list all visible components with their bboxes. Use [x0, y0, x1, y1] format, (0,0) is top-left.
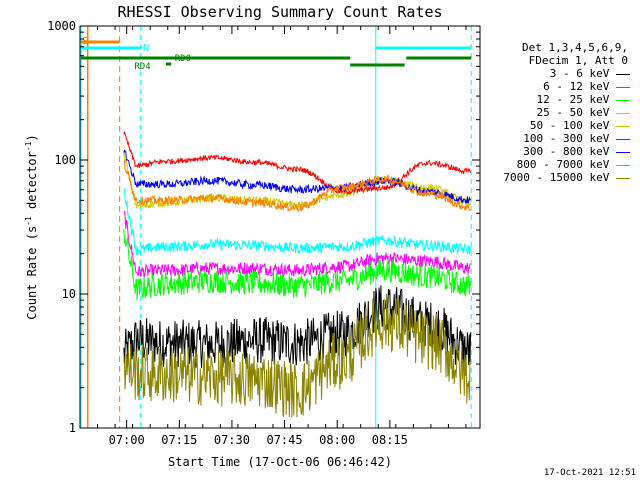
y-axis-label: Count Rate (s-1 detector-1): [24, 134, 39, 319]
y-label-sup-1: -1: [24, 216, 33, 226]
x-tick-label-4: 08:00: [319, 433, 355, 447]
legend-entry-1: 6 - 12 keV: [543, 80, 630, 93]
y-tick-label-2: 100: [54, 153, 76, 167]
legend-label: 100 - 300 keV: [523, 132, 616, 145]
y-tick-label-3: 1000: [47, 19, 76, 33]
legend-swatch: [616, 138, 630, 140]
series-line-7: [123, 160, 472, 213]
legend-entry-4: 50 - 100 keV: [530, 119, 630, 132]
legend-label: 3 - 6 keV: [549, 67, 616, 80]
legend-swatch: [616, 86, 630, 88]
x-tick-label-1: 07:15: [161, 433, 197, 447]
legend-swatch: [616, 99, 630, 101]
legend-entry-6: 300 - 800 keV: [523, 145, 630, 158]
legend-header-0: Det 1,3,4,5,6,9,: [522, 41, 628, 54]
flag-label-rd4: RD4: [134, 62, 150, 72]
legend-header-1: FDecim 1, Att 0: [528, 54, 628, 67]
legend-swatch: [616, 112, 630, 114]
x-tick-label-3: 07:45: [266, 433, 302, 447]
legend-label: 300 - 800 keV: [523, 145, 616, 158]
series-line-8: [123, 293, 472, 418]
series-line-0: [123, 285, 472, 369]
chart-title: RHESSI Observing Summary Count Rates: [117, 3, 442, 21]
y-tick-label-1: 10: [62, 287, 76, 301]
flag-label-rd0: RD0: [175, 54, 191, 64]
legend-label: 12 - 25 keV: [536, 93, 616, 106]
legend-swatch: [616, 164, 630, 166]
flag-label-s: S: [82, 36, 88, 47]
series-line-2: [123, 228, 472, 301]
axes-frame: [79, 25, 481, 429]
tick-group: 07:00 07:15 07:30 07:45 08:00 08:15 1 10 100 1000: [47, 19, 480, 447]
y-label-sup-2: -1: [24, 141, 33, 151]
legend-swatch: [616, 151, 630, 153]
timestamp: 17-Oct-2021 12:51: [543, 468, 636, 478]
y-label-end: ): [25, 134, 39, 141]
y-label-mid: detector: [25, 151, 39, 216]
flag-bars: S N RD0 RD4: [80, 26, 472, 428]
series-line-6: [123, 149, 472, 204]
series-line-5: [123, 131, 472, 196]
legend-label: 6 - 12 keV: [543, 80, 616, 93]
legend-label: 25 - 50 keV: [536, 106, 616, 119]
legend-swatch: [616, 125, 630, 127]
legend-swatch: [616, 73, 630, 75]
legend-entry-2: 12 - 25 keV: [537, 93, 630, 106]
legend-entry-7: 800 - 7000 keV: [517, 158, 630, 171]
x-tick-label-2: 07:30: [214, 433, 250, 447]
x-tick-label-0: 07:00: [109, 433, 145, 447]
legend-entry-0: 3 - 6 keV: [550, 67, 630, 80]
legend-label: 7000 - 15000 keV: [503, 171, 616, 184]
legend-label: 800 - 7000 keV: [516, 158, 616, 171]
legend-swatch: [616, 177, 630, 179]
legend-entry-5: 100 - 300 keV: [523, 132, 630, 145]
x-axis-label: Start Time (17-Oct-06 06:46:42): [168, 455, 392, 469]
x-tick-label-5: 08:15: [372, 433, 408, 447]
legend-label: 50 - 100 keV: [529, 119, 616, 132]
legend-entry-8: 7000 - 15000 keV: [503, 171, 630, 184]
y-tick-label-0: 1: [69, 421, 76, 435]
legend-entry-3: 25 - 50 keV: [537, 106, 630, 119]
flag-label-n: N: [143, 43, 149, 54]
series-line-1: [123, 210, 471, 279]
series-line-4: [123, 151, 472, 210]
series-group: [123, 131, 472, 418]
plot-frame: [79, 25, 481, 429]
y-label-main: Count Rate (s: [25, 226, 39, 320]
series-line-3: [123, 188, 472, 256]
